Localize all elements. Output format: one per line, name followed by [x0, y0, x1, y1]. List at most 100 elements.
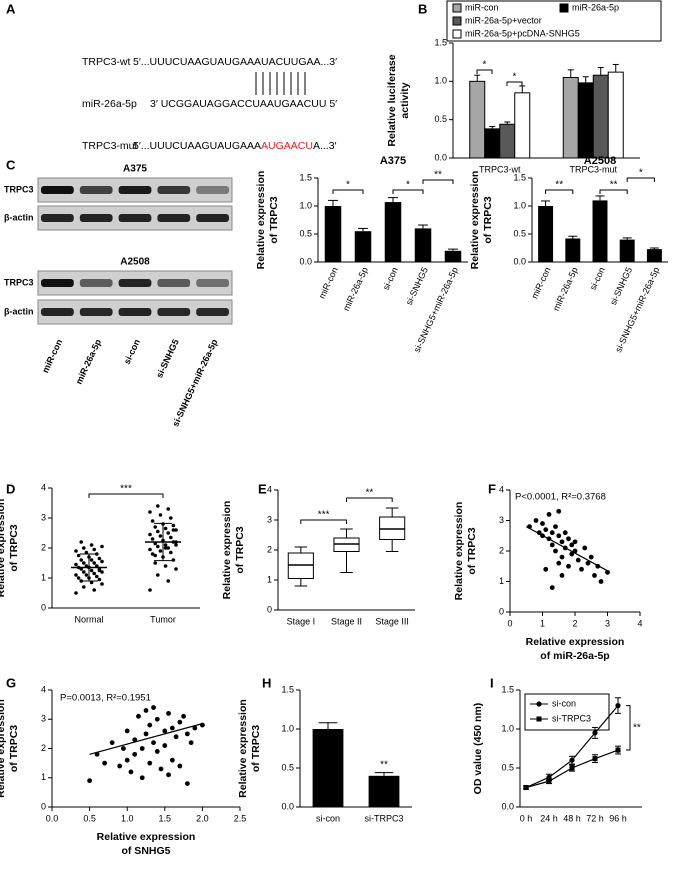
- data-point: [121, 746, 126, 751]
- y-axis-label: of TRPC3: [234, 526, 246, 573]
- x-tick-label: 72 h: [586, 813, 604, 823]
- data-point: [166, 711, 171, 716]
- x-tick-label: 1.0: [121, 813, 134, 823]
- data-point: [97, 556, 102, 561]
- data-point: [169, 550, 173, 555]
- data-point: [177, 719, 183, 725]
- y-tick-label: 1.0: [434, 76, 447, 86]
- data-point: [139, 746, 145, 751]
- chart-title: A375: [380, 155, 406, 167]
- significance-bracket: [545, 189, 574, 194]
- data-point: [84, 550, 89, 555]
- x-tick-label: si-con: [588, 266, 607, 292]
- y-axis-label: Relative expression: [0, 699, 7, 798]
- data-point: [132, 737, 138, 743]
- data-point: [572, 539, 578, 545]
- x-tick-label: TRPC3-wt: [479, 164, 521, 174]
- data-point: [166, 531, 170, 535]
- band: [157, 308, 191, 316]
- x-tick-label: Stage II: [331, 616, 362, 626]
- band: [196, 186, 229, 194]
- y-tick-label: 3: [41, 714, 46, 724]
- western-blot: A375 TRPC3 β-actin A2508 TRPC3 β-actin miR-con…: [4, 164, 233, 428]
- y-axis-label: of TRPC3: [8, 725, 20, 772]
- y-tick-label: 1.5: [299, 172, 312, 182]
- legend-label: miR-con: [465, 2, 499, 12]
- data-point: [148, 547, 152, 552]
- data-point: [171, 558, 176, 562]
- y-axis-label: Relative expression: [237, 699, 249, 798]
- data-point: [579, 566, 584, 572]
- data-point: [549, 542, 555, 548]
- bar: [414, 228, 432, 262]
- data-point: [163, 526, 168, 531]
- x-tick-label: Normal: [74, 614, 103, 624]
- fit-line: [525, 526, 608, 572]
- y-tick-label: 1: [267, 574, 272, 584]
- x-tick-label: miR-26a-5p: [341, 266, 370, 313]
- data-point: [562, 530, 568, 536]
- y-tick-label: 1.5: [513, 172, 526, 182]
- y-tick-label: 0: [41, 602, 46, 612]
- legend-label: miR-26a-5p+vector: [465, 15, 542, 25]
- statistics: P=0.0013, R²=0.1951: [60, 693, 151, 704]
- bar: [565, 238, 581, 262]
- data-point: [559, 554, 565, 560]
- significance-bracket: [626, 705, 631, 751]
- marker: [546, 778, 552, 784]
- data-point: [556, 533, 562, 539]
- data-point: [92, 571, 96, 576]
- bar: [469, 80, 486, 159]
- band: [196, 214, 229, 222]
- data-point: [598, 579, 604, 584]
- x-axis-label: Relative expression: [97, 831, 196, 843]
- data-point: [162, 728, 168, 734]
- legend-marker: [536, 701, 542, 707]
- data-point: [74, 562, 78, 567]
- lane-label: si-SNHG5: [154, 338, 181, 380]
- data-point: [89, 580, 94, 585]
- data-point: [158, 513, 163, 517]
- x-tick-label: Stage III: [375, 616, 409, 626]
- band: [79, 186, 113, 194]
- y-tick-label: 0: [41, 801, 46, 811]
- y-tick-label: 0.5: [299, 228, 312, 238]
- legend-swatch: [452, 29, 462, 39]
- bar: [484, 128, 501, 159]
- data-point: [150, 552, 155, 556]
- marker: [569, 757, 575, 763]
- data-point: [151, 705, 156, 710]
- data-point: [89, 543, 94, 547]
- y-axis-label: of TRPC3: [8, 524, 20, 571]
- y-tick-label: 3: [267, 514, 272, 524]
- data-point: [124, 728, 130, 734]
- data-point: [162, 743, 168, 748]
- y-tick-label: 3: [499, 515, 504, 525]
- y-tick-label: 0.5: [501, 762, 514, 772]
- y-tick-label: 1.0: [513, 200, 526, 210]
- data-point: [605, 569, 610, 575]
- panel-letter: E: [258, 481, 267, 496]
- band: [196, 279, 229, 287]
- x-tick-label: 0 h: [520, 813, 533, 823]
- y-tick-label: 1.0: [501, 723, 514, 733]
- data-point: [177, 763, 183, 769]
- data-point: [153, 525, 157, 529]
- x-axis-label: of SNHG5: [121, 845, 170, 857]
- x-tick-label: miR-con: [317, 266, 340, 301]
- band: [79, 214, 113, 222]
- data-point: [102, 760, 108, 766]
- band: [41, 214, 74, 222]
- x-tick-label: 96 h: [609, 813, 627, 823]
- bar: [324, 206, 342, 262]
- data-point: [575, 557, 581, 563]
- data-point: [92, 588, 96, 592]
- data-point: [156, 504, 160, 508]
- x-tick-label: 2: [572, 618, 577, 628]
- blot-title: A375: [123, 164, 147, 175]
- x-tick-label: 2.5: [234, 813, 247, 823]
- data-point: [592, 573, 597, 578]
- data-point: [76, 553, 81, 558]
- x-tick-label: 0.5: [83, 813, 96, 823]
- significance-label: **: [610, 180, 618, 191]
